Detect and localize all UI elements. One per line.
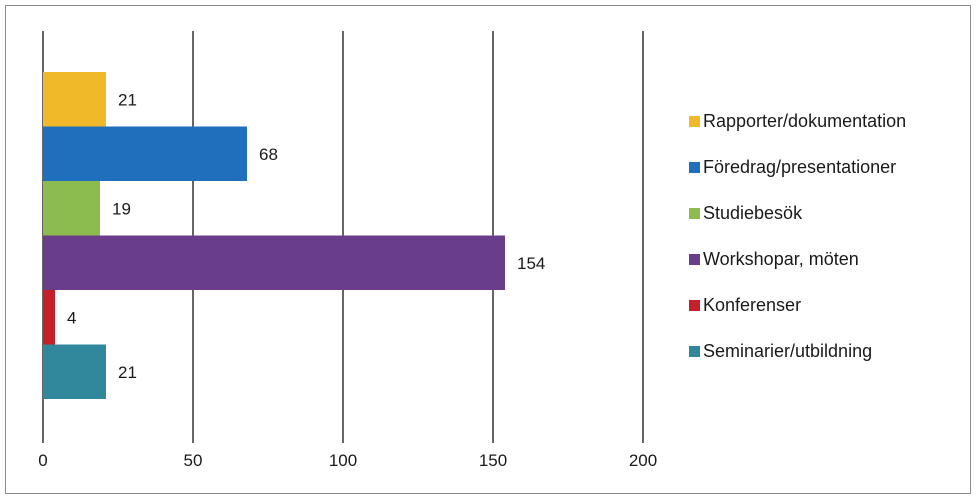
bar-3	[43, 235, 505, 290]
x-axis-tick-labels: 0 50 100 150 200	[38, 451, 657, 470]
data-label: 68	[259, 145, 278, 164]
data-label: 21	[118, 363, 137, 382]
data-label: 154	[517, 254, 545, 273]
bar-4	[43, 290, 55, 345]
legend-label: Rapporter/dokumentation	[703, 110, 907, 131]
x-tick-label: 150	[479, 451, 507, 470]
data-labels: 21 68 19 154 4 21	[67, 90, 545, 382]
legend-label: Konferenser	[703, 294, 802, 315]
data-label: 21	[118, 90, 137, 109]
legend-swatch	[689, 207, 700, 219]
legend-swatch	[689, 115, 700, 127]
data-label: 19	[112, 199, 131, 218]
legend-label: Workshopar, möten	[703, 248, 859, 269]
legend-swatch	[689, 299, 700, 311]
legend-swatch	[689, 161, 700, 173]
x-tick-label: 100	[329, 451, 357, 470]
chart-plot-area: 21 68 19 154 4 21 0 50 100 150 200	[38, 31, 657, 470]
chart-frame: 21 68 19 154 4 21 0 50 100 150 200 Rapporter/doku…	[5, 5, 971, 494]
legend-item: Workshopar, möten	[689, 248, 906, 270]
legend-label: Seminarier/utbildning	[703, 340, 873, 361]
legend-item: Seminarier/utbildning	[689, 340, 906, 362]
legend-label: Föredrag/presentationer	[703, 156, 897, 177]
legend-item: Studiebesök	[689, 202, 906, 224]
x-tick-label: 200	[629, 451, 657, 470]
bar-1	[43, 126, 247, 181]
legend-item: Rapporter/dokumentation	[689, 110, 906, 132]
x-tick-label: 0	[38, 451, 47, 470]
bar-5	[43, 344, 106, 399]
bar-0	[43, 72, 106, 127]
x-tick-label: 50	[184, 451, 203, 470]
bar-2	[43, 181, 100, 236]
legend-item: Konferenser	[689, 294, 906, 316]
data-label: 4	[67, 308, 76, 327]
legend-label: Studiebesök	[703, 202, 803, 223]
legend-swatch	[689, 253, 700, 265]
legend: Rapporter/dokumentation Föredrag/presenta…	[689, 110, 906, 386]
legend-item: Föredrag/presentationer	[689, 156, 906, 178]
bars	[43, 72, 505, 399]
legend-swatch	[689, 345, 700, 357]
